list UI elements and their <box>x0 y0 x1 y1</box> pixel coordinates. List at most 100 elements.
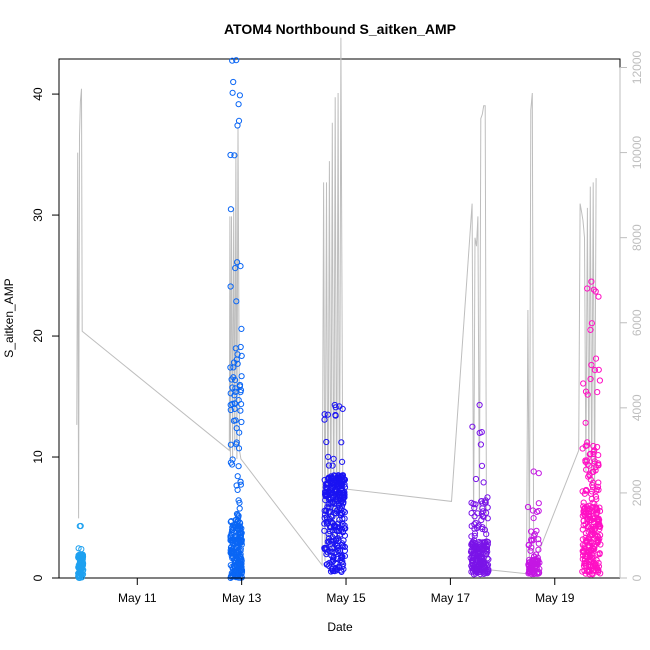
data-point <box>589 571 596 578</box>
data-point <box>235 445 243 452</box>
data-point <box>595 461 602 468</box>
data-point <box>581 490 588 497</box>
data-point <box>230 78 237 86</box>
data-point <box>478 516 485 524</box>
data-point <box>589 499 596 506</box>
data-point <box>77 551 84 558</box>
data-point <box>476 545 483 553</box>
data-point <box>596 377 604 384</box>
data-point <box>324 480 331 487</box>
data-point <box>341 532 348 539</box>
data-point <box>474 552 481 559</box>
data-point <box>535 470 542 477</box>
data-point <box>586 514 594 521</box>
data-point <box>580 499 587 506</box>
y-tick-label: 10 <box>31 450 45 464</box>
data-point <box>340 566 347 573</box>
data-point <box>484 515 491 522</box>
data-point <box>587 551 594 558</box>
data-point <box>528 537 536 544</box>
data-point <box>237 568 244 575</box>
data-point <box>237 481 244 488</box>
data-point <box>592 355 600 362</box>
data-point <box>479 525 486 533</box>
data-point <box>586 562 593 569</box>
data-point <box>579 541 587 549</box>
data-point <box>236 429 243 436</box>
data-point <box>231 529 238 536</box>
data-point <box>587 375 594 383</box>
data-point <box>535 536 542 543</box>
data-point <box>235 497 242 504</box>
data-point <box>235 514 242 521</box>
data-point <box>484 570 491 577</box>
data-point <box>337 557 344 564</box>
data-point <box>330 556 337 563</box>
data-point <box>468 533 475 540</box>
data-point <box>325 562 332 570</box>
data-point <box>473 546 480 553</box>
data-point <box>339 510 346 517</box>
data-point-max <box>588 278 595 285</box>
data-point <box>234 259 241 266</box>
data-point <box>238 418 245 426</box>
data-point <box>324 492 331 499</box>
data-point-max <box>77 522 84 530</box>
y2-tick-label: 8000 <box>630 224 644 251</box>
data-point <box>472 501 479 508</box>
data-point <box>322 481 329 488</box>
data-point <box>580 517 587 525</box>
data-point <box>582 388 590 395</box>
data-point <box>472 519 479 526</box>
data-point <box>583 466 590 473</box>
data-point <box>339 458 346 465</box>
data-point <box>592 525 599 533</box>
series-4 <box>467 401 492 578</box>
data-point <box>596 526 603 533</box>
data-point <box>593 496 600 503</box>
data-point <box>237 407 244 414</box>
data-point <box>237 524 244 531</box>
data-point <box>483 562 491 569</box>
data-point <box>594 536 601 543</box>
data-point <box>595 559 602 567</box>
data-point <box>237 547 244 554</box>
data-point <box>587 326 594 333</box>
y-axis-label: S_aitken_AMP <box>2 278 16 357</box>
data-point <box>331 568 338 575</box>
x-axis: May 11 May 13 May 15 May 17 May 19 <box>118 577 575 605</box>
data-point <box>594 389 601 396</box>
data-point <box>583 457 591 464</box>
data-point <box>584 439 591 446</box>
data-point <box>591 460 598 467</box>
data-point <box>524 503 532 511</box>
data-point <box>238 536 245 544</box>
data-point-max <box>476 401 483 409</box>
data-point <box>592 288 599 295</box>
x-tick-label: May 11 <box>118 591 157 605</box>
data-point <box>480 479 487 486</box>
data-point <box>339 540 346 547</box>
data-point <box>230 417 237 424</box>
data-point <box>323 438 330 446</box>
data-point <box>338 439 345 446</box>
data-point <box>533 508 541 515</box>
data-point <box>227 206 234 213</box>
data-point <box>469 541 476 548</box>
data-point <box>585 522 592 530</box>
data-point <box>233 298 240 305</box>
data-point <box>485 556 492 563</box>
data-point <box>596 551 603 558</box>
data-point <box>478 429 485 436</box>
data-point <box>590 286 598 293</box>
y2-tick-label: 2000 <box>630 479 644 506</box>
data-point <box>335 527 342 535</box>
data-point <box>338 553 345 560</box>
data-point <box>227 364 234 371</box>
data-point <box>535 546 542 553</box>
data-point <box>582 419 589 426</box>
data-point <box>471 504 478 512</box>
data-point <box>586 462 593 469</box>
data-point <box>590 479 597 486</box>
data-point <box>469 423 476 430</box>
